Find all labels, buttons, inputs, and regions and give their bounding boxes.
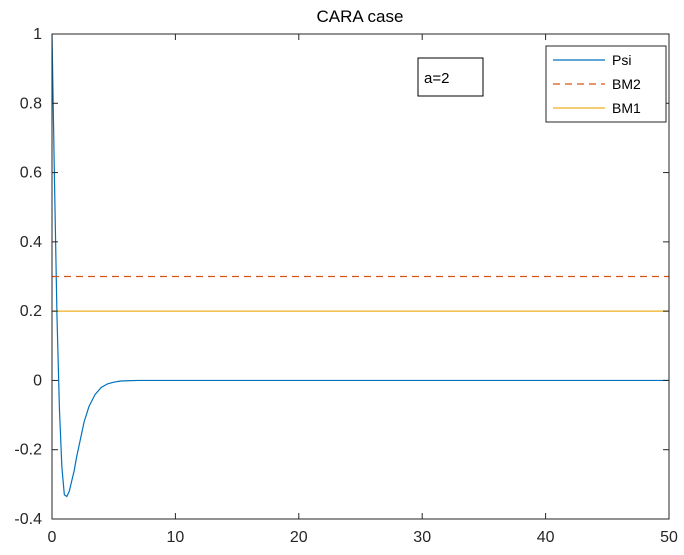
x-tick-label: 40 <box>537 529 555 546</box>
x-tick-label: 0 <box>48 529 57 546</box>
y-tick-label: -0.2 <box>14 442 42 459</box>
y-tick-label: 0.4 <box>20 234 42 251</box>
axes-box <box>51 33 670 520</box>
annotation-box: a=2 <box>417 57 484 97</box>
legend-frame <box>545 45 667 123</box>
y-tick-label: 1 <box>33 26 42 43</box>
x-tick-label: 10 <box>167 529 185 546</box>
series-line-psi <box>52 34 669 498</box>
x-tick-label: 20 <box>290 529 308 546</box>
series-layer <box>52 34 669 498</box>
legend: Psi BM2 BM1 <box>545 45 667 123</box>
y-tick-label: 0 <box>33 372 42 389</box>
annotation-text: a=2 <box>424 70 449 87</box>
x-tick-label: 30 <box>413 529 431 546</box>
legend-label-bm2: BM2 <box>612 76 641 92</box>
chart-title: CARA case <box>317 7 404 26</box>
y-tick-label: 0.6 <box>20 165 42 182</box>
y-tick-label: 0.8 <box>20 95 42 112</box>
axes-layer: 0 10 20 30 40 50 -0.4 -0.2 0 0.2 0.4 0.6 0.8 1 <box>14 26 678 546</box>
legend-label-psi: Psi <box>612 52 631 68</box>
y-tick-label: -0.4 <box>14 511 42 528</box>
legend-label-bm1: BM1 <box>612 100 641 116</box>
x-tick-label: 50 <box>660 529 678 546</box>
y-tick-label: 0.2 <box>20 303 42 320</box>
annotation-frame <box>417 57 484 97</box>
